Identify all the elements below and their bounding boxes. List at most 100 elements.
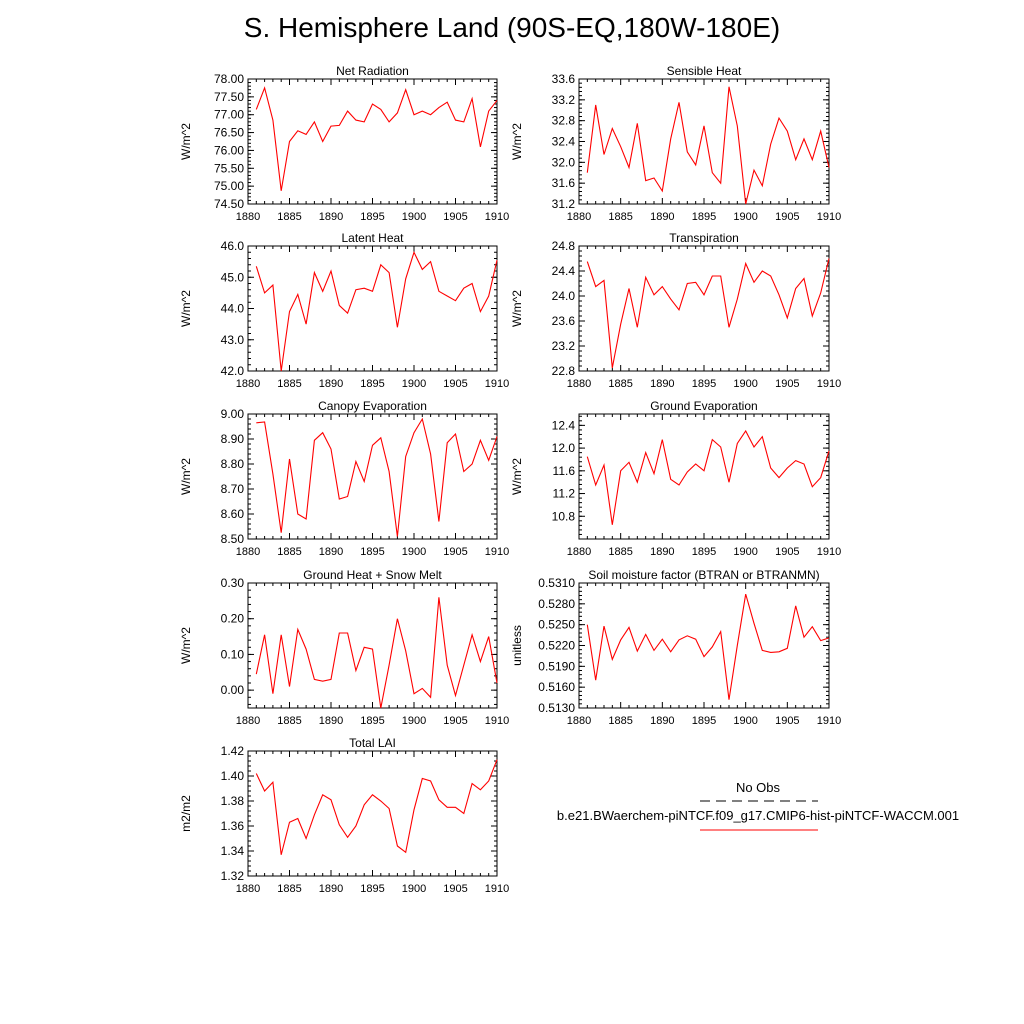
y-tick-label: 31.6 <box>552 176 576 190</box>
y-tick-label: 12.0 <box>552 441 576 455</box>
x-tick-label: 1905 <box>775 211 799 223</box>
y-tick-label: 32.0 <box>552 155 576 169</box>
x-tick-label: 1890 <box>319 546 343 558</box>
y-tick-label: 1.32 <box>221 869 245 883</box>
panel-title: Total LAI <box>349 736 396 750</box>
x-tick-label: 1880 <box>567 211 591 223</box>
y-tick-label: 8.60 <box>221 507 245 521</box>
y-tick-label: 0.5280 <box>538 597 575 611</box>
plot-frame <box>247 582 498 709</box>
x-tick-label: 1895 <box>692 211 716 223</box>
y-tick-label: 75.50 <box>214 161 244 175</box>
x-tick-label: 1880 <box>567 715 591 727</box>
series-line <box>256 417 498 537</box>
panel-8: Soil moisture factor (BTRAN or BTRANMN) u… <box>510 568 841 727</box>
series-line <box>255 250 498 372</box>
x-tick-label: 1890 <box>650 211 674 223</box>
plot-frame <box>247 245 498 372</box>
y-tick-label: 78.00 <box>214 72 244 86</box>
y-axis-label: W/m^2 <box>510 123 524 160</box>
x-tick-label: 1890 <box>650 546 674 558</box>
panel-7: Ground Heat + Snow Melt W/m^2 1880 1885 1890… <box>179 568 509 727</box>
plot-frame <box>247 750 498 877</box>
y-tick-label: 10.8 <box>552 509 576 523</box>
plot-frame <box>247 78 498 205</box>
x-tick-label: 1910 <box>485 715 509 727</box>
y-axis-label: W/m^2 <box>179 123 193 160</box>
x-tick-label: 1880 <box>236 378 260 390</box>
x-tick-label: 1910 <box>817 715 841 727</box>
y-tick-label: 0.20 <box>221 612 245 626</box>
x-tick-label: 1890 <box>319 715 343 727</box>
y-tick-label: 24.4 <box>552 264 576 278</box>
series-line <box>255 597 498 709</box>
x-tick-label: 1880 <box>236 211 260 223</box>
y-tick-label: 42.0 <box>221 364 245 378</box>
y-tick-label: 0.5130 <box>538 701 575 715</box>
series-line <box>586 258 830 369</box>
x-tick-label: 1880 <box>236 715 260 727</box>
y-tick-label: 32.8 <box>552 114 576 128</box>
x-tick-label: 1910 <box>485 546 509 558</box>
x-tick-label: 1890 <box>319 883 343 895</box>
x-tick-label: 1905 <box>443 546 467 558</box>
x-tick-label: 1900 <box>402 715 426 727</box>
panel-title: Net Radiation <box>336 64 409 78</box>
x-tick-label: 1905 <box>443 378 467 390</box>
y-tick-label: 43.0 <box>221 333 245 347</box>
page-title: S. Hemisphere Land (90S-EQ,180W-180E) <box>243 12 781 43</box>
x-tick-label: 1910 <box>485 378 509 390</box>
x-tick-label: 1885 <box>277 546 301 558</box>
panel-title: Ground Evaporation <box>650 399 757 413</box>
x-tick-label: 1890 <box>650 715 674 727</box>
x-tick-label: 1885 <box>608 211 632 223</box>
y-tick-label: 74.50 <box>214 197 244 211</box>
y-tick-label: 0.00 <box>221 683 245 697</box>
x-tick-label: 1880 <box>236 883 260 895</box>
y-tick-label: 0.30 <box>221 576 245 590</box>
x-tick-label: 1885 <box>608 546 632 558</box>
x-tick-label: 1900 <box>402 883 426 895</box>
panel-6: Ground Evaporation W/m^2 1880 1885 1890 1895 1… <box>510 399 841 558</box>
panel-4: Transpiration W/m^2 1880 1885 1890 1895 1900 19… <box>510 231 841 390</box>
panel-5: Canopy Evaporation W/m^2 1880 1885 1890 1895 1… <box>179 399 509 558</box>
x-tick-label: 1885 <box>277 883 301 895</box>
y-axis-label: W/m^2 <box>179 458 193 495</box>
y-tick-label: 8.80 <box>221 457 245 471</box>
panel-title: Soil moisture factor (BTRAN or BTRANMN) <box>588 568 819 582</box>
series-line <box>586 593 830 700</box>
y-axis-label: W/m^2 <box>179 290 193 327</box>
x-tick-label: 1910 <box>817 546 841 558</box>
legend-obs-label: No Obs <box>736 780 781 795</box>
x-tick-label: 1900 <box>402 211 426 223</box>
y-tick-label: 31.2 <box>552 197 576 211</box>
y-axis-label: W/m^2 <box>510 290 524 327</box>
y-tick-label: 76.50 <box>214 126 244 140</box>
panel-1: Net Radiation W/m^2 1880 1885 1890 1895 1900 19… <box>179 64 509 223</box>
x-tick-label: 1900 <box>733 378 757 390</box>
y-axis-label: m2/m2 <box>179 795 193 832</box>
x-tick-label: 1895 <box>360 546 384 558</box>
y-tick-label: 24.8 <box>552 239 576 253</box>
plot-frame <box>578 413 830 540</box>
x-tick-label: 1900 <box>733 546 757 558</box>
y-tick-label: 0.5190 <box>538 659 575 673</box>
x-tick-label: 1895 <box>692 378 716 390</box>
x-tick-label: 1905 <box>443 883 467 895</box>
x-tick-label: 1895 <box>360 378 384 390</box>
y-tick-label: 1.34 <box>221 844 245 858</box>
legend: No Obs b.e21.BWaerchem-piNTCF.f09_g17.CMI… <box>557 780 959 831</box>
y-axis-label: W/m^2 <box>510 458 524 495</box>
plot-frame <box>578 245 830 372</box>
panel-title: Latent Heat <box>341 231 404 245</box>
panel-title: Sensible Heat <box>667 64 742 78</box>
y-tick-label: 8.70 <box>221 482 245 496</box>
x-tick-label: 1895 <box>360 211 384 223</box>
y-tick-label: 24.0 <box>552 289 576 303</box>
series-line <box>255 86 498 191</box>
x-tick-label: 1880 <box>236 546 260 558</box>
panel-9: Total LAI m2/m2 1880 1885 1890 1895 1900 1905 19… <box>179 736 509 895</box>
x-tick-label: 1905 <box>443 715 467 727</box>
x-tick-label: 1905 <box>775 378 799 390</box>
